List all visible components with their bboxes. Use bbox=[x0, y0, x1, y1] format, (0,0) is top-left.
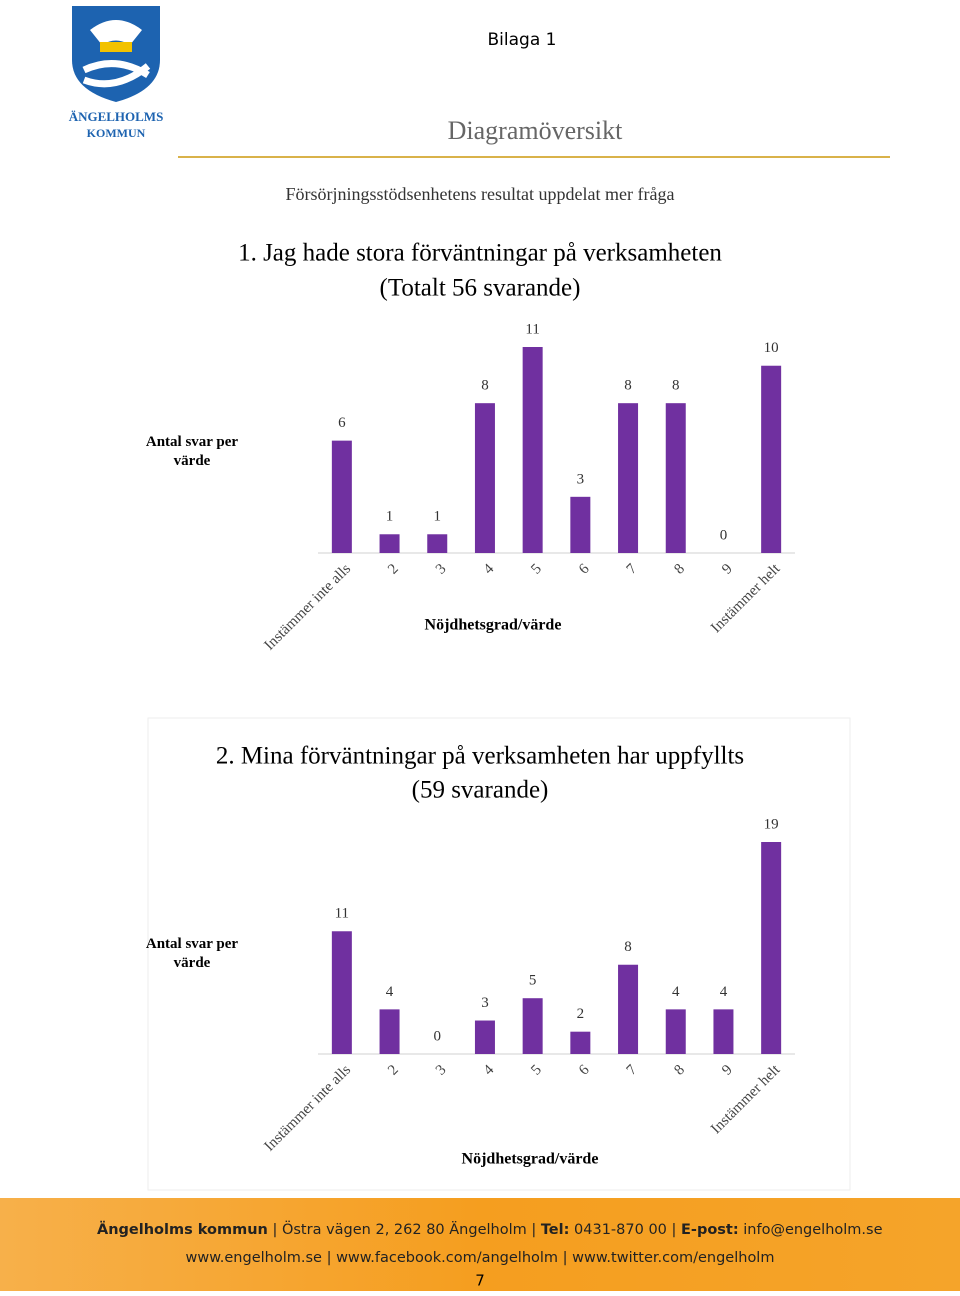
tel-label: Tel: bbox=[541, 1222, 570, 1238]
value-label: 3 bbox=[481, 995, 489, 1011]
y-axis-label-box: Antal svar per värde bbox=[145, 936, 239, 971]
x-tick-label: 5 bbox=[528, 561, 545, 578]
link[interactable]: www.engelholm.se bbox=[186, 1250, 322, 1266]
footer-line: Ängelholms kommun | Östra vägen 2, 262 8… bbox=[97, 1220, 883, 1238]
value-label: 3 bbox=[577, 471, 585, 487]
subtitle: Försörjningsstödsenhetens resultat uppde… bbox=[286, 184, 675, 204]
x-tick-label: 6 bbox=[576, 561, 593, 578]
x-tick-label: 8 bbox=[671, 1062, 688, 1079]
x-tick-label: 7 bbox=[624, 1062, 641, 1079]
address: Östra vägen 2, 262 80 Ängelholm bbox=[282, 1220, 527, 1238]
logo-crown bbox=[100, 42, 132, 52]
sep: | bbox=[327, 1250, 332, 1266]
x-tick-label: 3 bbox=[433, 1062, 450, 1079]
y-axis-label: Antal svar per värde bbox=[145, 936, 239, 971]
value-label: 11 bbox=[525, 321, 539, 337]
x-tick-label: 7 bbox=[624, 561, 641, 578]
value-label: 8 bbox=[624, 378, 632, 394]
chart-title: (59 svarande) bbox=[412, 777, 549, 804]
page-title: Diagramöversikt bbox=[448, 116, 624, 145]
value-label: 11 bbox=[335, 906, 349, 922]
footer-links: www.engelholm.se | www.facebook.com/ange… bbox=[186, 1250, 775, 1266]
x-axis-label: Nöjdhetsgrad/värde bbox=[462, 1151, 599, 1168]
value-label: 4 bbox=[672, 984, 680, 1000]
link[interactable]: www.facebook.com/angelholm bbox=[336, 1250, 558, 1266]
bar bbox=[761, 365, 782, 553]
x-tick-label: 5 bbox=[528, 1062, 545, 1079]
bar bbox=[665, 403, 686, 553]
org: Ängelholms kommun bbox=[97, 1221, 268, 1238]
y-axis-label-box: Antal svar per värde bbox=[145, 434, 239, 469]
email: info@engelholm.se bbox=[743, 1222, 882, 1238]
x-tick-label: 8 bbox=[671, 561, 688, 578]
bar bbox=[713, 1009, 734, 1054]
x-tick-label: 2 bbox=[385, 561, 402, 578]
bar bbox=[474, 1020, 495, 1054]
value-label: 4 bbox=[720, 984, 728, 1000]
sep: | bbox=[272, 1222, 277, 1238]
page-number: 7 bbox=[475, 1272, 485, 1290]
chart-frame bbox=[147, 717, 851, 1191]
x-tick-label: 9 bbox=[719, 561, 736, 578]
bar bbox=[331, 931, 352, 1054]
value-label: 1 bbox=[434, 509, 442, 525]
chart-title: 2. Mina förväntningar på verksamheten ha… bbox=[216, 743, 744, 770]
tel: 0431-870 00 bbox=[574, 1222, 667, 1238]
y-axis-label: Antal svar per värde bbox=[145, 434, 239, 469]
bar bbox=[570, 496, 591, 553]
x-tick-label: 2 bbox=[385, 1062, 402, 1079]
bar bbox=[522, 347, 543, 553]
value-label: 6 bbox=[338, 415, 346, 431]
logo-angel bbox=[90, 20, 142, 45]
x-tick-label: 3 bbox=[433, 561, 450, 578]
value-label: 19 bbox=[764, 816, 779, 832]
value-label: 8 bbox=[672, 378, 680, 394]
value-label: 8 bbox=[624, 939, 632, 955]
logo-text: KOMMUN bbox=[87, 126, 146, 140]
bar bbox=[331, 440, 352, 553]
bar bbox=[618, 403, 639, 553]
x-tick-label: Instämmer inte alls bbox=[262, 561, 355, 654]
value-label: 0 bbox=[434, 1028, 442, 1044]
bar bbox=[379, 534, 400, 553]
value-label: 8 bbox=[481, 378, 489, 394]
email-label: E-post: bbox=[681, 1222, 739, 1238]
x-tick-label: Instämmer helt bbox=[708, 560, 784, 636]
attachment-label: Bilaga 1 bbox=[488, 30, 557, 50]
x-axis-label: Nöjdhetsgrad/värde bbox=[425, 617, 562, 634]
bar bbox=[761, 842, 782, 1054]
value-label: 5 bbox=[529, 973, 537, 989]
x-tick-label: Instämmer helt bbox=[708, 1061, 784, 1137]
sep: | bbox=[531, 1222, 536, 1238]
bar bbox=[618, 964, 639, 1054]
x-tick-label: 9 bbox=[719, 1062, 736, 1079]
value-label: 0 bbox=[720, 527, 728, 543]
bar bbox=[522, 998, 543, 1054]
logo-text: ÄNGELHOLMS bbox=[69, 109, 164, 124]
footer-band bbox=[0, 1198, 960, 1291]
bar bbox=[665, 1009, 686, 1054]
x-tick-label: 4 bbox=[481, 561, 498, 578]
link[interactable]: www.twitter.com/engelholm bbox=[572, 1250, 774, 1266]
value-label: 10 bbox=[764, 340, 779, 356]
value-label: 2 bbox=[577, 1006, 585, 1022]
chart-title: (Totalt 56 svarande) bbox=[380, 275, 581, 302]
chart-title: 1. Jag hade stora förväntningar på verks… bbox=[238, 240, 722, 267]
x-tick-label: Instämmer inte alls bbox=[262, 1062, 355, 1155]
sep: | bbox=[563, 1250, 568, 1266]
x-tick-label: 4 bbox=[481, 1062, 498, 1079]
bar bbox=[427, 534, 448, 553]
sep: | bbox=[672, 1222, 677, 1238]
value-label: 1 bbox=[386, 509, 394, 525]
bar bbox=[379, 1009, 400, 1054]
bar bbox=[474, 403, 495, 553]
logo-fish bbox=[82, 60, 151, 88]
value-label: 4 bbox=[386, 984, 394, 1000]
bar bbox=[570, 1031, 591, 1054]
x-tick-label: 6 bbox=[576, 1062, 593, 1079]
